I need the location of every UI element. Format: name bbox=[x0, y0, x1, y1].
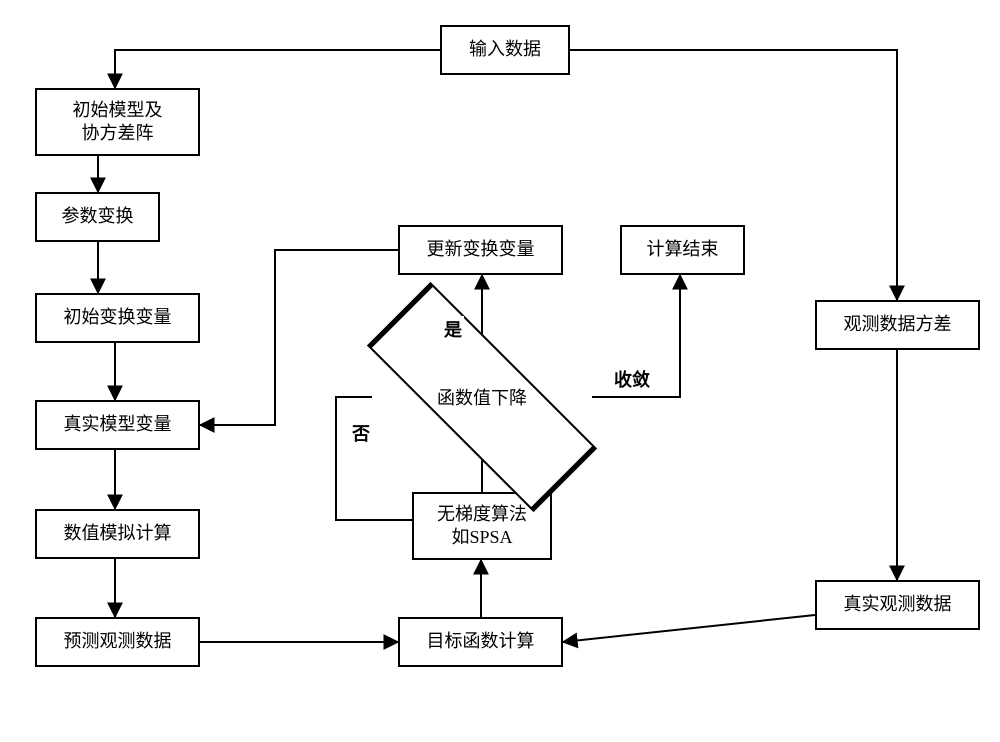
edge-label-converge: 收敛 bbox=[612, 366, 652, 392]
node-obs_var: 观测数据方差 bbox=[815, 300, 980, 350]
edge-label-no: 否 bbox=[350, 420, 372, 446]
node-label: 真实观测数据 bbox=[844, 593, 952, 616]
decision-label: 函数值下降 bbox=[372, 355, 592, 439]
node-init_model: 初始模型及协方差阵 bbox=[35, 88, 200, 156]
node-label: 观测数据方差 bbox=[844, 313, 952, 336]
flowchart-canvas: 输入数据初始模型及协方差阵参数变换初始变换变量真实模型变量数值模拟计算预测观测数… bbox=[0, 0, 1000, 742]
edge-0 bbox=[115, 50, 440, 88]
edge-3 bbox=[563, 615, 815, 642]
edge-15 bbox=[200, 250, 398, 425]
node-label: 初始变换变量 bbox=[64, 306, 172, 329]
node-label: 预测观测数据 bbox=[64, 630, 172, 653]
node-init_var: 初始变换变量 bbox=[35, 293, 200, 343]
node-label: 数值模拟计算 bbox=[64, 522, 172, 545]
node-real_var: 真实模型变量 bbox=[35, 400, 200, 450]
node-label: 无梯度算法如SPSA bbox=[437, 503, 527, 550]
node-label: 参数变换 bbox=[62, 205, 134, 228]
node-obj_func: 目标函数计算 bbox=[398, 617, 563, 667]
node-label: 更新变换变量 bbox=[427, 238, 535, 261]
node-label: 输入数据 bbox=[469, 38, 541, 61]
node-label: 计算结束 bbox=[647, 238, 719, 261]
node-param_trans: 参数变换 bbox=[35, 192, 160, 242]
edge-label-yes: 是 bbox=[442, 316, 464, 342]
node-sim_calc: 数值模拟计算 bbox=[35, 509, 200, 559]
node-real_obs: 真实观测数据 bbox=[815, 580, 980, 630]
decision-node: 函数值下降 bbox=[372, 355, 592, 439]
node-pred_obs: 预测观测数据 bbox=[35, 617, 200, 667]
node-label: 目标函数计算 bbox=[427, 630, 535, 653]
node-label: 初始模型及协方差阵 bbox=[73, 99, 163, 146]
node-label: 真实模型变量 bbox=[64, 413, 172, 436]
node-input: 输入数据 bbox=[440, 25, 570, 75]
node-update_var: 更新变换变量 bbox=[398, 225, 563, 275]
node-calc_end: 计算结束 bbox=[620, 225, 745, 275]
